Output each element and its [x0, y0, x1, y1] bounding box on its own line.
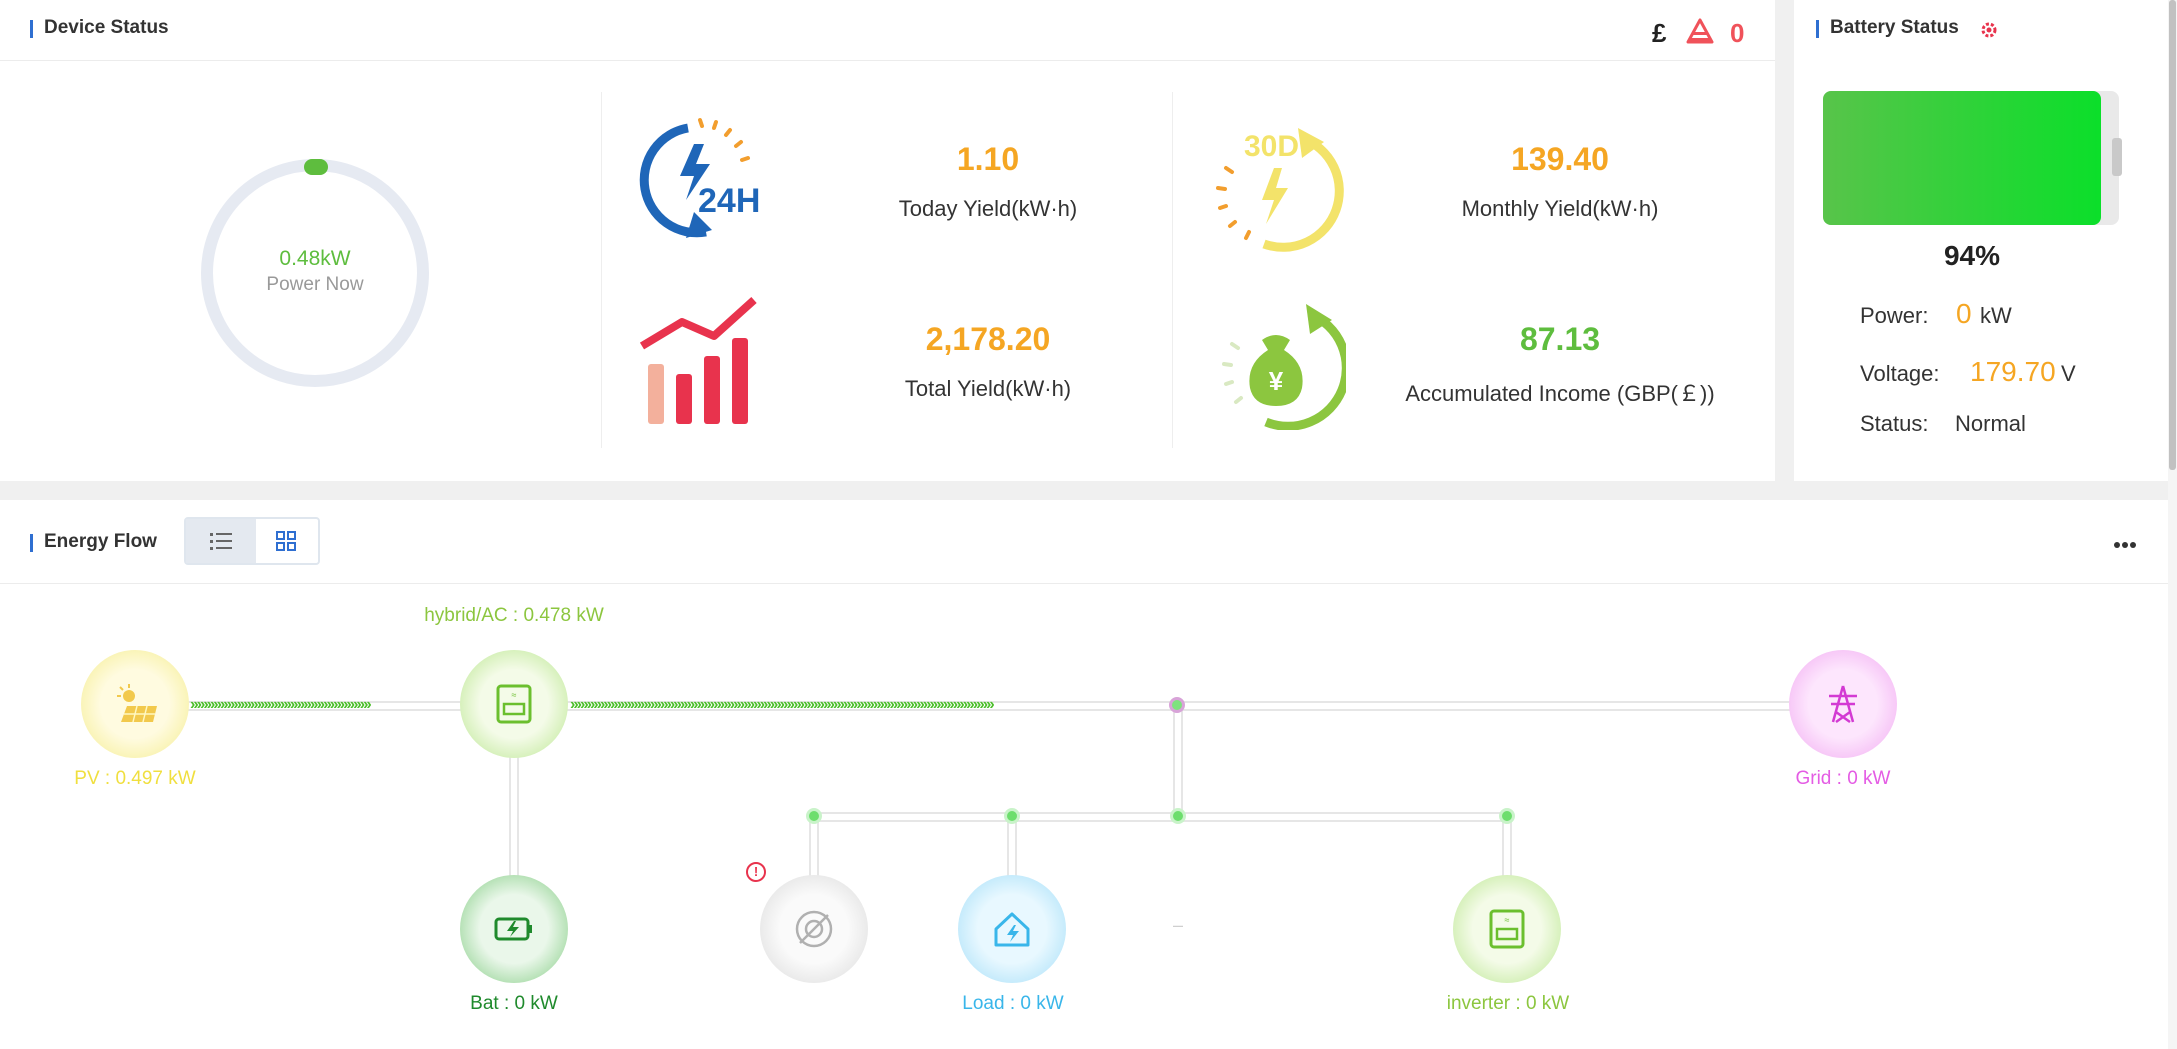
- battery-status-value: Normal: [1955, 411, 2026, 436]
- list-view-button[interactable]: [186, 519, 256, 563]
- battery-voltage-value: 179.70: [1970, 356, 2056, 387]
- device-status-title: Device Status: [30, 17, 169, 39]
- junction-inverter: [1499, 808, 1515, 824]
- battery-soc: 94%: [1943, 240, 2001, 271]
- generator-disabled-icon: [795, 910, 833, 948]
- inverter-icon: ≈: [1489, 909, 1525, 949]
- solar-panel-icon: [117, 684, 157, 723]
- energy-flow-title: Energy Flow: [30, 531, 157, 553]
- battery-node[interactable]: [460, 875, 568, 983]
- load-label: Load : 0 kW: [962, 993, 1064, 1014]
- power-tower-icon: [1829, 685, 1857, 724]
- more-icon[interactable]: [2113, 536, 2137, 554]
- battery-power-value: 0: [1956, 298, 1972, 329]
- grid-view-button[interactable]: [256, 519, 318, 563]
- total-yield-label: Total Yield(kW·h): [904, 376, 1072, 401]
- generator-alert-icon[interactable]: !: [746, 862, 766, 882]
- flow-arrows-pv-hybrid: ››››››››››››››››››››››››››››››››››››››››…: [190, 698, 372, 712]
- svg-text:¥: ¥: [1269, 366, 1284, 396]
- scrollbar-thumb[interactable]: [2169, 0, 2176, 470]
- battery-status-panel: Battery Status 94% Power: 0 kW Voltage: …: [1794, 0, 2168, 481]
- income-icon: ¥: [1210, 300, 1351, 435]
- device-status-header: Device Status £ 0: [0, 0, 1775, 61]
- pipe-load-bus: [813, 812, 1511, 822]
- pipe-junction-bus: [1173, 708, 1183, 822]
- monthly-yield-label: Monthly Yield(kW·h): [1461, 196, 1659, 221]
- device-status-panel: Device Status £ 0 0.48kW Power Now 24H: [0, 0, 1775, 481]
- today-yield-value: 1.10: [956, 141, 1020, 177]
- pv-label: PV : 0.497 kW: [74, 768, 196, 789]
- battery-voltage-unit: V: [2061, 361, 2076, 386]
- grid-label: Grid : 0 kW: [1795, 768, 1891, 789]
- hybrid-inverter-icon: ≈: [496, 684, 532, 724]
- list-icon: [210, 533, 232, 550]
- generator-node[interactable]: [760, 875, 868, 983]
- battery-label: Bat : 0 kW: [470, 993, 558, 1014]
- income-label: Accumulated Income (GBP(￡)): [1405, 381, 1715, 406]
- power-now-label: Power Now: [266, 274, 364, 295]
- empty-slot-mark: –: [1172, 915, 1183, 935]
- monthly-yield-value: 139.40: [1511, 141, 1609, 177]
- junction-main: [1169, 697, 1185, 713]
- divider: [601, 92, 602, 448]
- home-icon: [994, 912, 1030, 947]
- svg-text:≈: ≈: [512, 690, 517, 700]
- pipe-pv-hybrid: [185, 701, 475, 711]
- scrollbar[interactable]: [2168, 0, 2177, 1049]
- settings-gear-icon[interactable]: [1979, 20, 1999, 45]
- battery-status-title: Battery Status: [1816, 17, 1959, 39]
- today-yield-label: Today Yield(kW·h): [898, 196, 1078, 221]
- alarm-count[interactable]: 0: [1730, 18, 1745, 48]
- energy-flow-panel: Energy Flow ››››››››››››››››››››››››››››…: [0, 500, 2168, 1049]
- svg-text:30D: 30D: [1244, 130, 1299, 163]
- hybrid-node[interactable]: ≈: [460, 650, 568, 758]
- battery-icon: [494, 917, 532, 941]
- pipe-bus-generator: [809, 817, 819, 877]
- svg-text:24H: 24H: [698, 182, 760, 220]
- power-now-gauge: [198, 156, 432, 390]
- today-yield-icon: 24H: [628, 112, 774, 257]
- pv-node[interactable]: [81, 650, 189, 758]
- pipe-hybrid-bat: [509, 757, 519, 887]
- pipe-hybrid-junction: [565, 701, 1180, 711]
- battery-status-label: Status:: [1860, 411, 1929, 436]
- currency-symbol[interactable]: £: [1652, 18, 1667, 48]
- junction-bus: [1170, 808, 1186, 824]
- monthly-yield-icon: 30D: [1206, 124, 1346, 259]
- grid-node[interactable]: [1789, 650, 1897, 758]
- junction-generator: [806, 808, 822, 824]
- battery-power-unit: kW: [1980, 303, 2012, 328]
- svg-text:≈: ≈: [1505, 915, 1510, 925]
- battery-status-header: Battery Status: [1794, 0, 2168, 61]
- energy-flow-header: Energy Flow: [0, 500, 2168, 584]
- battery-power-label: Power:: [1860, 303, 1929, 328]
- income-value: 87.13: [1519, 321, 1601, 357]
- junction-load: [1004, 808, 1020, 824]
- view-toggle: [184, 517, 320, 565]
- grid-icon: [276, 531, 296, 551]
- flow-arrows-hybrid-junction: ››››››››››››››››››››››››››››››››››››››››…: [570, 698, 995, 712]
- alarm-icon[interactable]: [1686, 18, 1714, 49]
- battery-gauge: [1822, 90, 2122, 226]
- pipe-junction-grid: [1180, 701, 1792, 711]
- inverter-label: inverter : 0 kW: [1446, 993, 1570, 1014]
- power-now-value: 0.48kW: [279, 247, 351, 270]
- load-node[interactable]: [958, 875, 1066, 983]
- pipe-bus-load: [1007, 817, 1017, 877]
- divider: [1172, 92, 1173, 448]
- inverter-node[interactable]: ≈: [1453, 875, 1561, 983]
- total-yield-icon: [638, 292, 768, 433]
- total-yield-value: 2,178.20: [925, 321, 1051, 357]
- hybrid-label: hybrid/AC : 0.478 kW: [424, 605, 604, 626]
- battery-voltage-label: Voltage:: [1860, 361, 1940, 386]
- pipe-bus-inverter: [1502, 817, 1512, 877]
